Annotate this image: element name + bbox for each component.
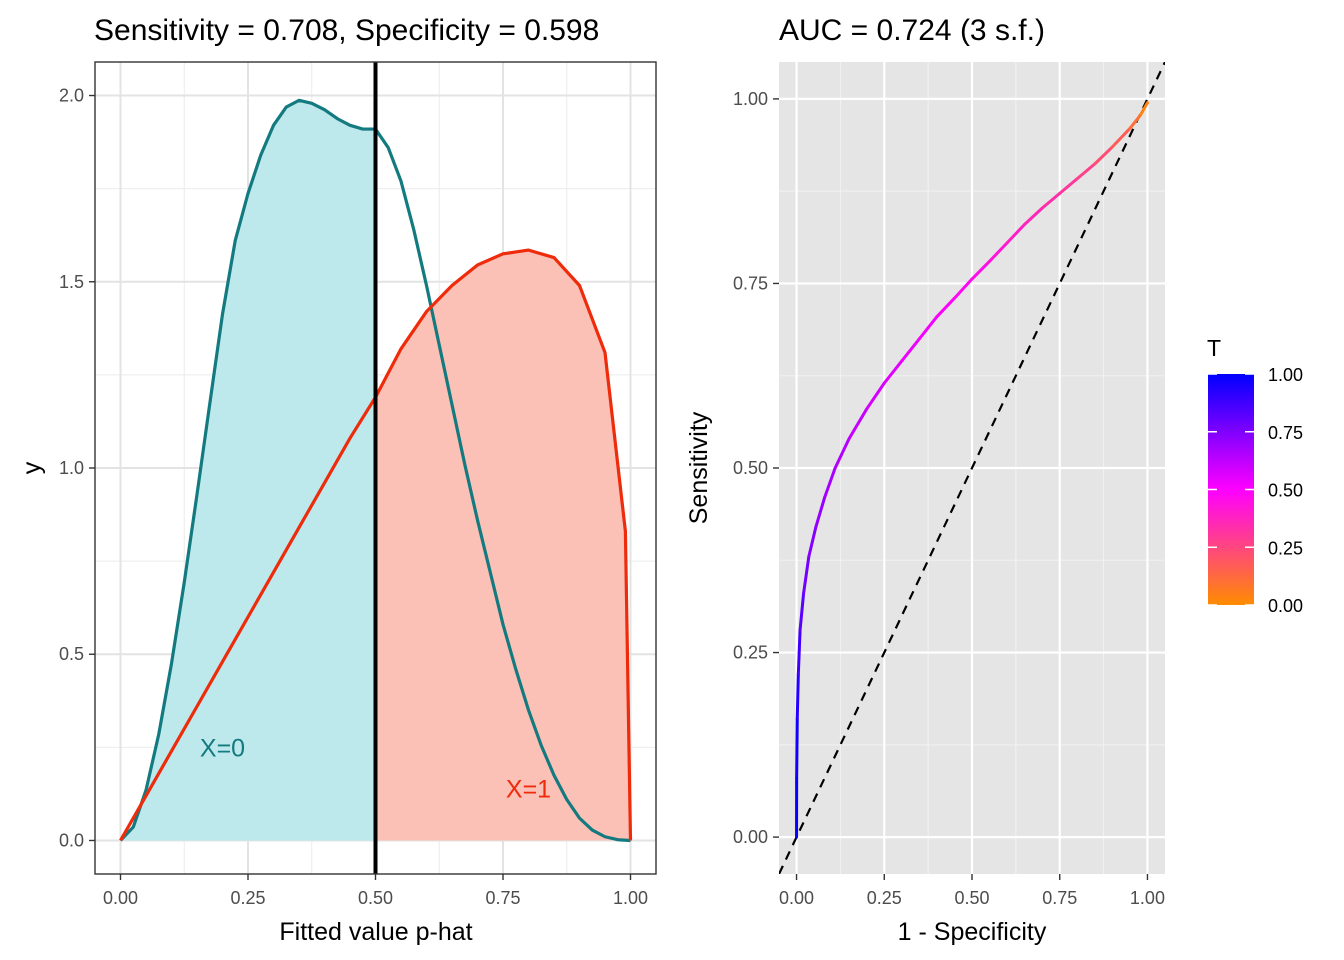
- roc-curve-segment: [952, 277, 974, 300]
- y-tick-label: 1.0: [59, 458, 84, 478]
- roc-axis-ticks: 0.00 0.25 0.50 0.75 1.00 0.00 0.25 0.50 0.75 1.00: [733, 89, 1165, 908]
- density-fill-x0: [120, 100, 376, 841]
- x-tick-label: 0.75: [485, 888, 520, 908]
- diagonal-reference-line: [779, 62, 1165, 874]
- y-tick-label: 0.00: [733, 827, 768, 847]
- roc-curve-segment: [847, 407, 869, 440]
- color-legend: T 1.00 0.75 0.50 0.25 0.00: [1207, 335, 1303, 616]
- density-title: Sensitivity = 0.708, Specificity = 0.598: [94, 14, 599, 47]
- roc-curve-segment: [935, 296, 956, 319]
- x-tick-label: 0.25: [230, 888, 265, 908]
- roc-curve-segment: [1138, 101, 1149, 117]
- roc-curve-segment: [1005, 222, 1027, 245]
- x-tick-label: 0.50: [954, 888, 989, 908]
- roc-x-axis-title: 1 - Specificity: [898, 918, 1047, 946]
- x-tick-label: 1.00: [613, 888, 648, 908]
- legend-ticks: 1.00 0.75 0.50 0.25 0.00: [1208, 365, 1303, 616]
- y-tick-label: 0.5: [59, 644, 84, 664]
- annotation-x0: X=0: [200, 734, 245, 762]
- x-tick-label: 0.25: [867, 888, 902, 908]
- y-tick-label: 1.5: [59, 272, 84, 292]
- roc-curve-segment: [795, 717, 799, 780]
- density-y-axis-title: y: [18, 461, 46, 474]
- y-tick-label: 0.75: [733, 273, 768, 293]
- x-tick-label: 0.00: [779, 888, 814, 908]
- x-tick-label: 0.00: [103, 888, 138, 908]
- roc-curve-segment: [865, 381, 886, 411]
- legend-label: 0.25: [1268, 538, 1303, 558]
- roc-curve: [795, 101, 1149, 839]
- roc-curve-segment: [900, 337, 921, 363]
- roc-curve-segment: [807, 525, 818, 559]
- x-tick-label: 0.75: [1042, 888, 1077, 908]
- roc-curve-segment: [1093, 145, 1114, 166]
- y-tick-label: 1.00: [733, 89, 768, 109]
- roc-panel: AUC = 0.724 (3 s.f.) 0.00 0.25 0.50 0.75 1.0…: [685, 14, 1165, 946]
- roc-curve-segment: [823, 466, 837, 500]
- legend-label: 0.75: [1268, 423, 1303, 443]
- y-tick-label: 0.25: [733, 643, 768, 663]
- roc-curve-segment: [1128, 113, 1142, 130]
- annotation-x1: X=1: [506, 775, 551, 803]
- x-tick-label: 0.50: [358, 888, 393, 908]
- roc-curve-segment: [882, 359, 904, 385]
- roc-curve-segment: [795, 673, 800, 721]
- y-tick-label: 2.0: [59, 86, 84, 106]
- density-fill-x1: [375, 250, 631, 841]
- roc-curve-segment: [833, 436, 851, 470]
- legend-label: 1.00: [1268, 365, 1303, 385]
- roc-y-axis-title: Sensitivity: [685, 411, 713, 524]
- x-tick-label: 1.00: [1130, 888, 1165, 908]
- roc-curve-segment: [802, 555, 811, 595]
- roc-curve-segment: [814, 496, 827, 529]
- roc-curve-segment: [1023, 206, 1044, 226]
- roc-curve-segment: [1075, 162, 1097, 181]
- legend-label: 0.50: [1268, 481, 1303, 501]
- y-tick-label: 0.0: [59, 830, 84, 850]
- density-x-axis-title: Fitted value p-hat: [279, 918, 472, 946]
- roc-curve-segment: [1110, 126, 1132, 149]
- roc-gridlines: [779, 62, 1165, 874]
- y-tick-label: 0.50: [733, 458, 768, 478]
- density-axis-ticks: 0.00 0.25 0.50 0.75 1.00 0.0 0.5 1.0 1.5 2.0: [59, 86, 648, 908]
- roc-curve-segment: [796, 628, 802, 677]
- legend-label: 0.00: [1268, 596, 1303, 616]
- title-mask: [676, 0, 776, 58]
- roc-curve-segment: [917, 315, 939, 341]
- roc-curve-segment: [798, 591, 806, 632]
- density-curve-x1: [119, 248, 633, 842]
- legend-title: T: [1207, 335, 1221, 361]
- roc-curve-segment: [1058, 177, 1079, 195]
- density-panel: Sensitivity = 0.708, Specificity = 0.598…: [18, 0, 776, 946]
- density-areas: [120, 100, 631, 841]
- roc-curve-segment: [1040, 191, 1062, 210]
- roc-curve-segment: [988, 241, 1009, 263]
- roc-curve-segment: [970, 259, 992, 281]
- roc-title: AUC = 0.724 (3 s.f.): [779, 14, 1045, 47]
